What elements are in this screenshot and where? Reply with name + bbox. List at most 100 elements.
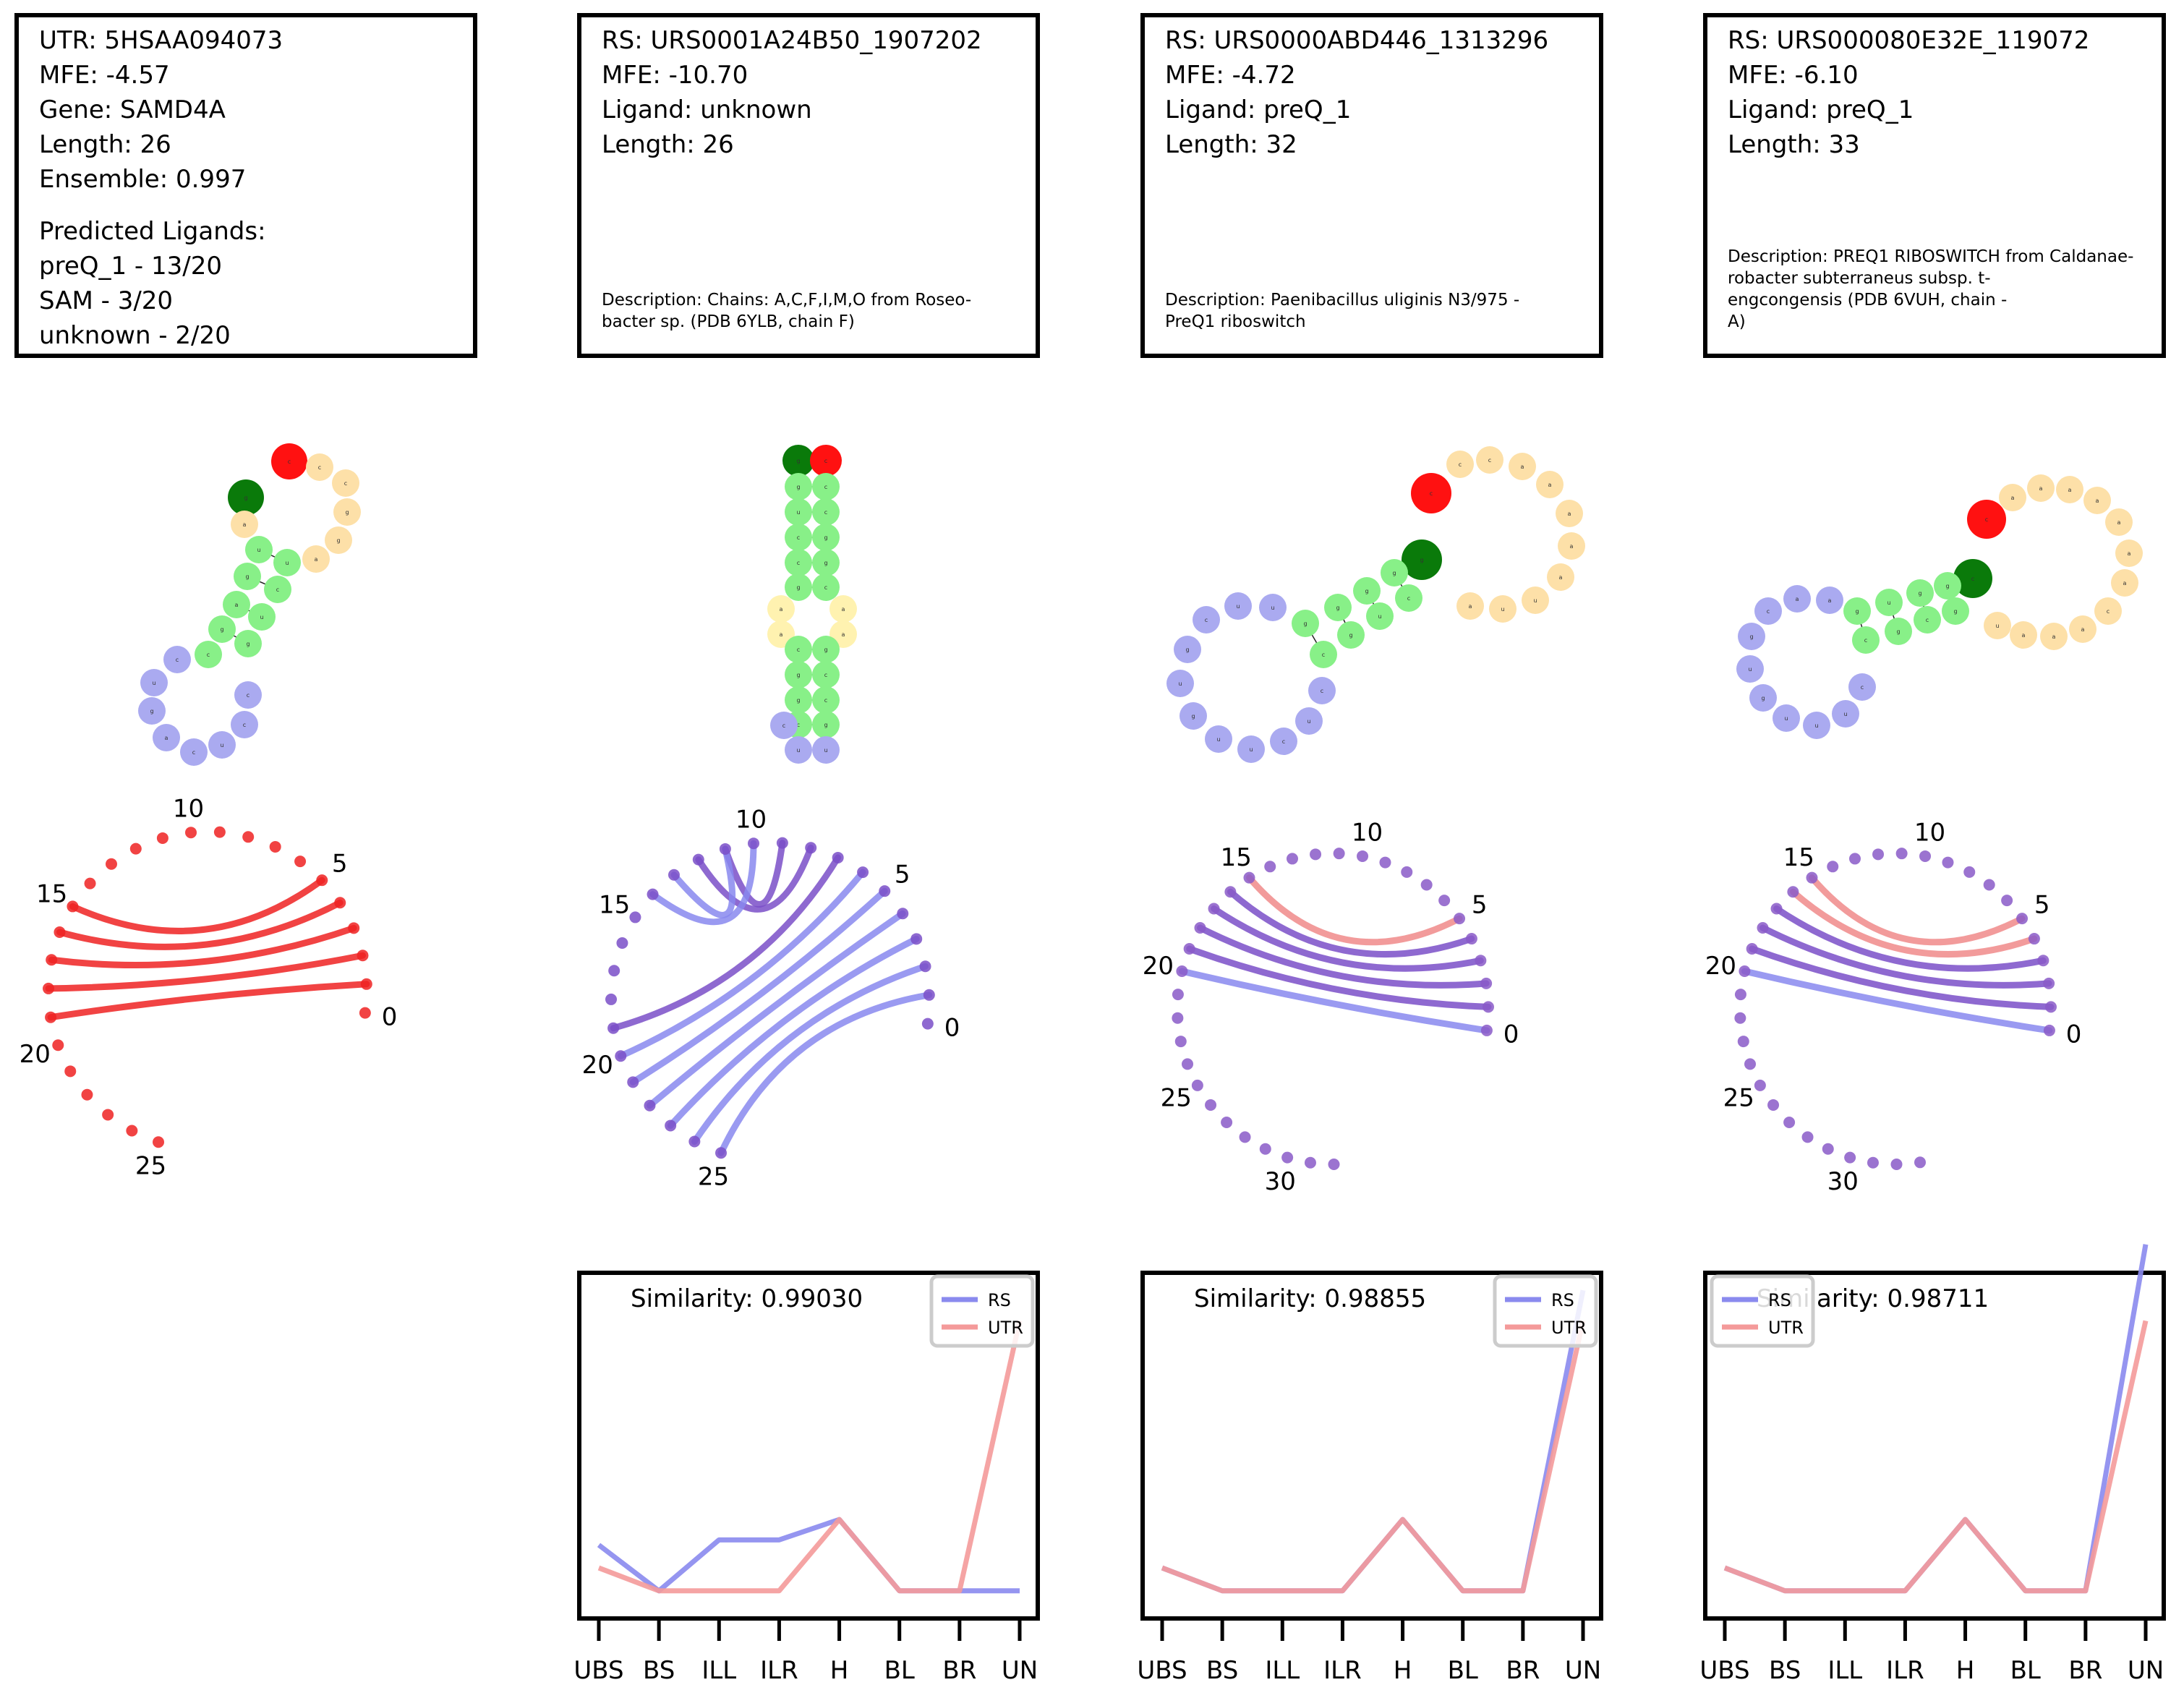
nucleotide-letter: c <box>797 647 800 653</box>
arc-node <box>1867 1156 1879 1169</box>
predicted-ligand: unknown - 2/20 <box>39 321 231 350</box>
arc-node <box>776 837 788 849</box>
predicted-ligand: SAM - 3/20 <box>39 286 174 315</box>
arc-node <box>1942 856 1954 869</box>
arc-tick-label: 5 <box>895 861 910 890</box>
arc-node <box>1221 1116 1233 1128</box>
nucleotide <box>812 573 840 601</box>
nucleotide-letter: c <box>192 749 195 756</box>
nucleotide-letter: u <box>257 547 260 553</box>
nucleotide <box>1999 484 2026 511</box>
x-tick-label: BL <box>2010 1656 2041 1685</box>
nucleotide-letter: g <box>246 641 249 647</box>
arc-link <box>646 910 906 1109</box>
arc-link <box>649 840 757 926</box>
nucleotide-letter: a <box>780 631 783 638</box>
nucleotide <box>1783 585 1811 613</box>
arc-link <box>1178 968 1490 1034</box>
nucleotide-letter: a <box>2117 519 2121 526</box>
arc-node <box>67 900 79 913</box>
nucleotide-letter: c <box>824 584 827 591</box>
nucleotide-letter: c <box>824 697 827 704</box>
nucleotide <box>1522 586 1549 614</box>
arc-link <box>1741 968 2053 1034</box>
nucleotide-letter: a <box>1796 596 1799 602</box>
nucleotide-letter: a <box>2039 485 2043 492</box>
nucleotide <box>1754 597 1782 625</box>
arc-node <box>126 1125 138 1137</box>
nucleotide-letter: c <box>797 560 800 566</box>
arc-node <box>688 1135 701 1148</box>
arc-node <box>1239 1131 1251 1143</box>
arc-node <box>81 1088 93 1101</box>
nucleotide-letter: a <box>842 631 845 638</box>
nucleotide-letter: c <box>1985 516 1988 523</box>
nucleotide <box>1953 559 1992 598</box>
nucleotide-letter: c <box>318 464 321 471</box>
description: Description: Chains: A,C,F,I,M,O from Ro… <box>602 291 972 331</box>
arc-node <box>1205 1099 1217 1111</box>
x-tick-label: ILL <box>701 1656 736 1685</box>
nucleotide-letter: u <box>1501 606 1504 613</box>
secondary-structure-rs-1: g c g c u c c g c g g c a a a a c g g c g c c g c u u <box>767 445 857 764</box>
nucleotide-letter: c <box>276 586 279 593</box>
nucleotide-letter: g <box>796 584 800 591</box>
nucleotide-letter: g <box>824 534 827 541</box>
arc-node <box>1770 903 1783 915</box>
arc-diagram-4: 0 5 10 15 20 25 30 <box>1705 819 2082 1197</box>
nucleotide-letter: g <box>796 697 800 704</box>
nucleotide <box>223 591 250 618</box>
arc-node <box>153 1136 165 1148</box>
nucleotide-letter: g <box>824 647 827 653</box>
nucleotide <box>1967 500 2006 539</box>
nucleotide-letter: g <box>1303 620 1307 627</box>
nucleotide <box>812 473 840 500</box>
info-box-utr: UTR: 5HSAA094073 MFE: -4.57 Gene: SAMD4A… <box>14 13 477 358</box>
nucleotide <box>231 711 258 738</box>
arc-node <box>1783 1116 1796 1128</box>
nucleotide <box>812 661 840 688</box>
arc-node <box>52 1039 64 1051</box>
arc-tick-label: 5 <box>332 850 348 879</box>
nucleotide-letter: c <box>1767 608 1770 615</box>
nucleotide <box>1773 704 1800 732</box>
x-tick-label: UN <box>1002 1656 1038 1685</box>
profile-chart-2: UBS BS ILL ILR H BL BR UN Similarity: 0.98855 RS U… <box>1137 1271 1603 1685</box>
arc-node <box>1454 913 1466 925</box>
nucleotide-letter: a <box>2052 634 2056 640</box>
nucleotide-letter: c <box>1864 637 1867 644</box>
x-tick-label: ILR <box>760 1656 798 1685</box>
nucleotide-letter: a <box>2123 580 2127 586</box>
nucleotide-letter: g <box>1896 628 1900 635</box>
arc-node <box>185 827 197 839</box>
info-line: MFE: -10.70 <box>602 61 748 90</box>
nucleotide <box>228 479 264 516</box>
arc-node <box>359 1007 371 1019</box>
info-line: Ligand: preQ_1 <box>1165 95 1352 124</box>
arc-node <box>357 950 369 962</box>
arc-node <box>805 842 817 854</box>
arc-tick-label: 0 <box>2066 1020 2082 1049</box>
info-line: Length: 26 <box>602 130 734 159</box>
arc-node <box>334 897 346 909</box>
nucleotide-letter: a <box>1548 482 1552 488</box>
nucleotide-letter: g <box>1336 605 1339 611</box>
arc-node <box>897 908 909 920</box>
x-tick-label: BS <box>643 1656 675 1685</box>
nucleotide-letter: c <box>1322 652 1325 658</box>
arc-node <box>1281 1151 1294 1164</box>
nucleotide <box>1295 707 1323 735</box>
nucleotide <box>271 443 307 479</box>
arc-tick-label: 10 <box>735 805 767 834</box>
nucleotide <box>829 595 857 623</box>
arc-node <box>2037 955 2049 967</box>
nucleotide-letter: c <box>824 484 827 490</box>
nucleotide <box>1934 572 1961 600</box>
nucleotide <box>1738 623 1765 650</box>
arc-node <box>1787 886 1799 898</box>
arc-link <box>1759 924 2052 989</box>
arc-node <box>748 837 760 850</box>
nucleotide-letter: c <box>247 692 249 699</box>
nucleotide-letter: g <box>1855 608 1859 615</box>
